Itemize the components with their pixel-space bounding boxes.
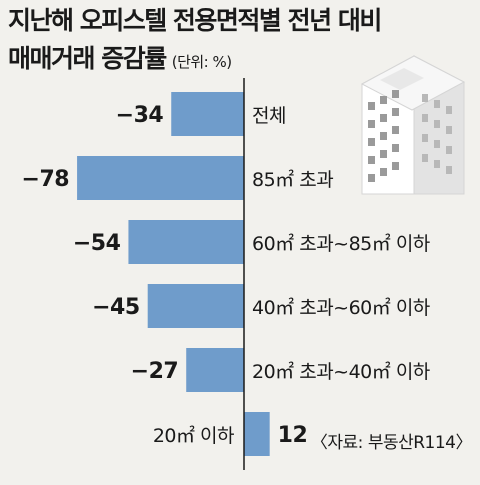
data-label: 12 bbox=[278, 423, 308, 448]
category-label: 전체 bbox=[252, 105, 286, 127]
data-label: −78 bbox=[22, 167, 70, 192]
category-label: 20㎡ 초과~40㎡ 이하 bbox=[252, 360, 430, 383]
source-note: 〈자료: 부동산R114〉 bbox=[310, 433, 473, 453]
category-label: 20㎡ 이하 bbox=[153, 424, 234, 447]
data-label: −45 bbox=[92, 295, 140, 320]
bar bbox=[77, 156, 244, 200]
bar bbox=[128, 220, 244, 264]
data-label: −54 bbox=[73, 231, 121, 256]
data-label: −34 bbox=[116, 103, 164, 128]
data-label: −27 bbox=[131, 359, 179, 384]
category-label: 85㎡ 초과 bbox=[252, 168, 333, 191]
bar bbox=[186, 348, 244, 392]
bar bbox=[147, 284, 244, 328]
chart-title: 지난해 오피스텔 전용면적별 전년 대비 매매거래 증감률 (단위: %) bbox=[8, 2, 382, 81]
bar bbox=[244, 412, 270, 456]
bar bbox=[171, 92, 244, 136]
title-line-2: 매매거래 증감률 (단위: %) bbox=[8, 40, 381, 81]
office-building-icon bbox=[360, 55, 466, 195]
title-line-1: 지난해 오피스텔 전용면적별 전년 대비 bbox=[8, 6, 382, 35]
title-line-2-text: 매매거래 증감률 bbox=[8, 44, 167, 73]
unit-label: (단위: %) bbox=[171, 53, 232, 71]
category-label: 60㎡ 초과~85㎡ 이하 bbox=[252, 232, 430, 255]
category-label: 40㎡ 초과~60㎡ 이하 bbox=[252, 296, 430, 319]
